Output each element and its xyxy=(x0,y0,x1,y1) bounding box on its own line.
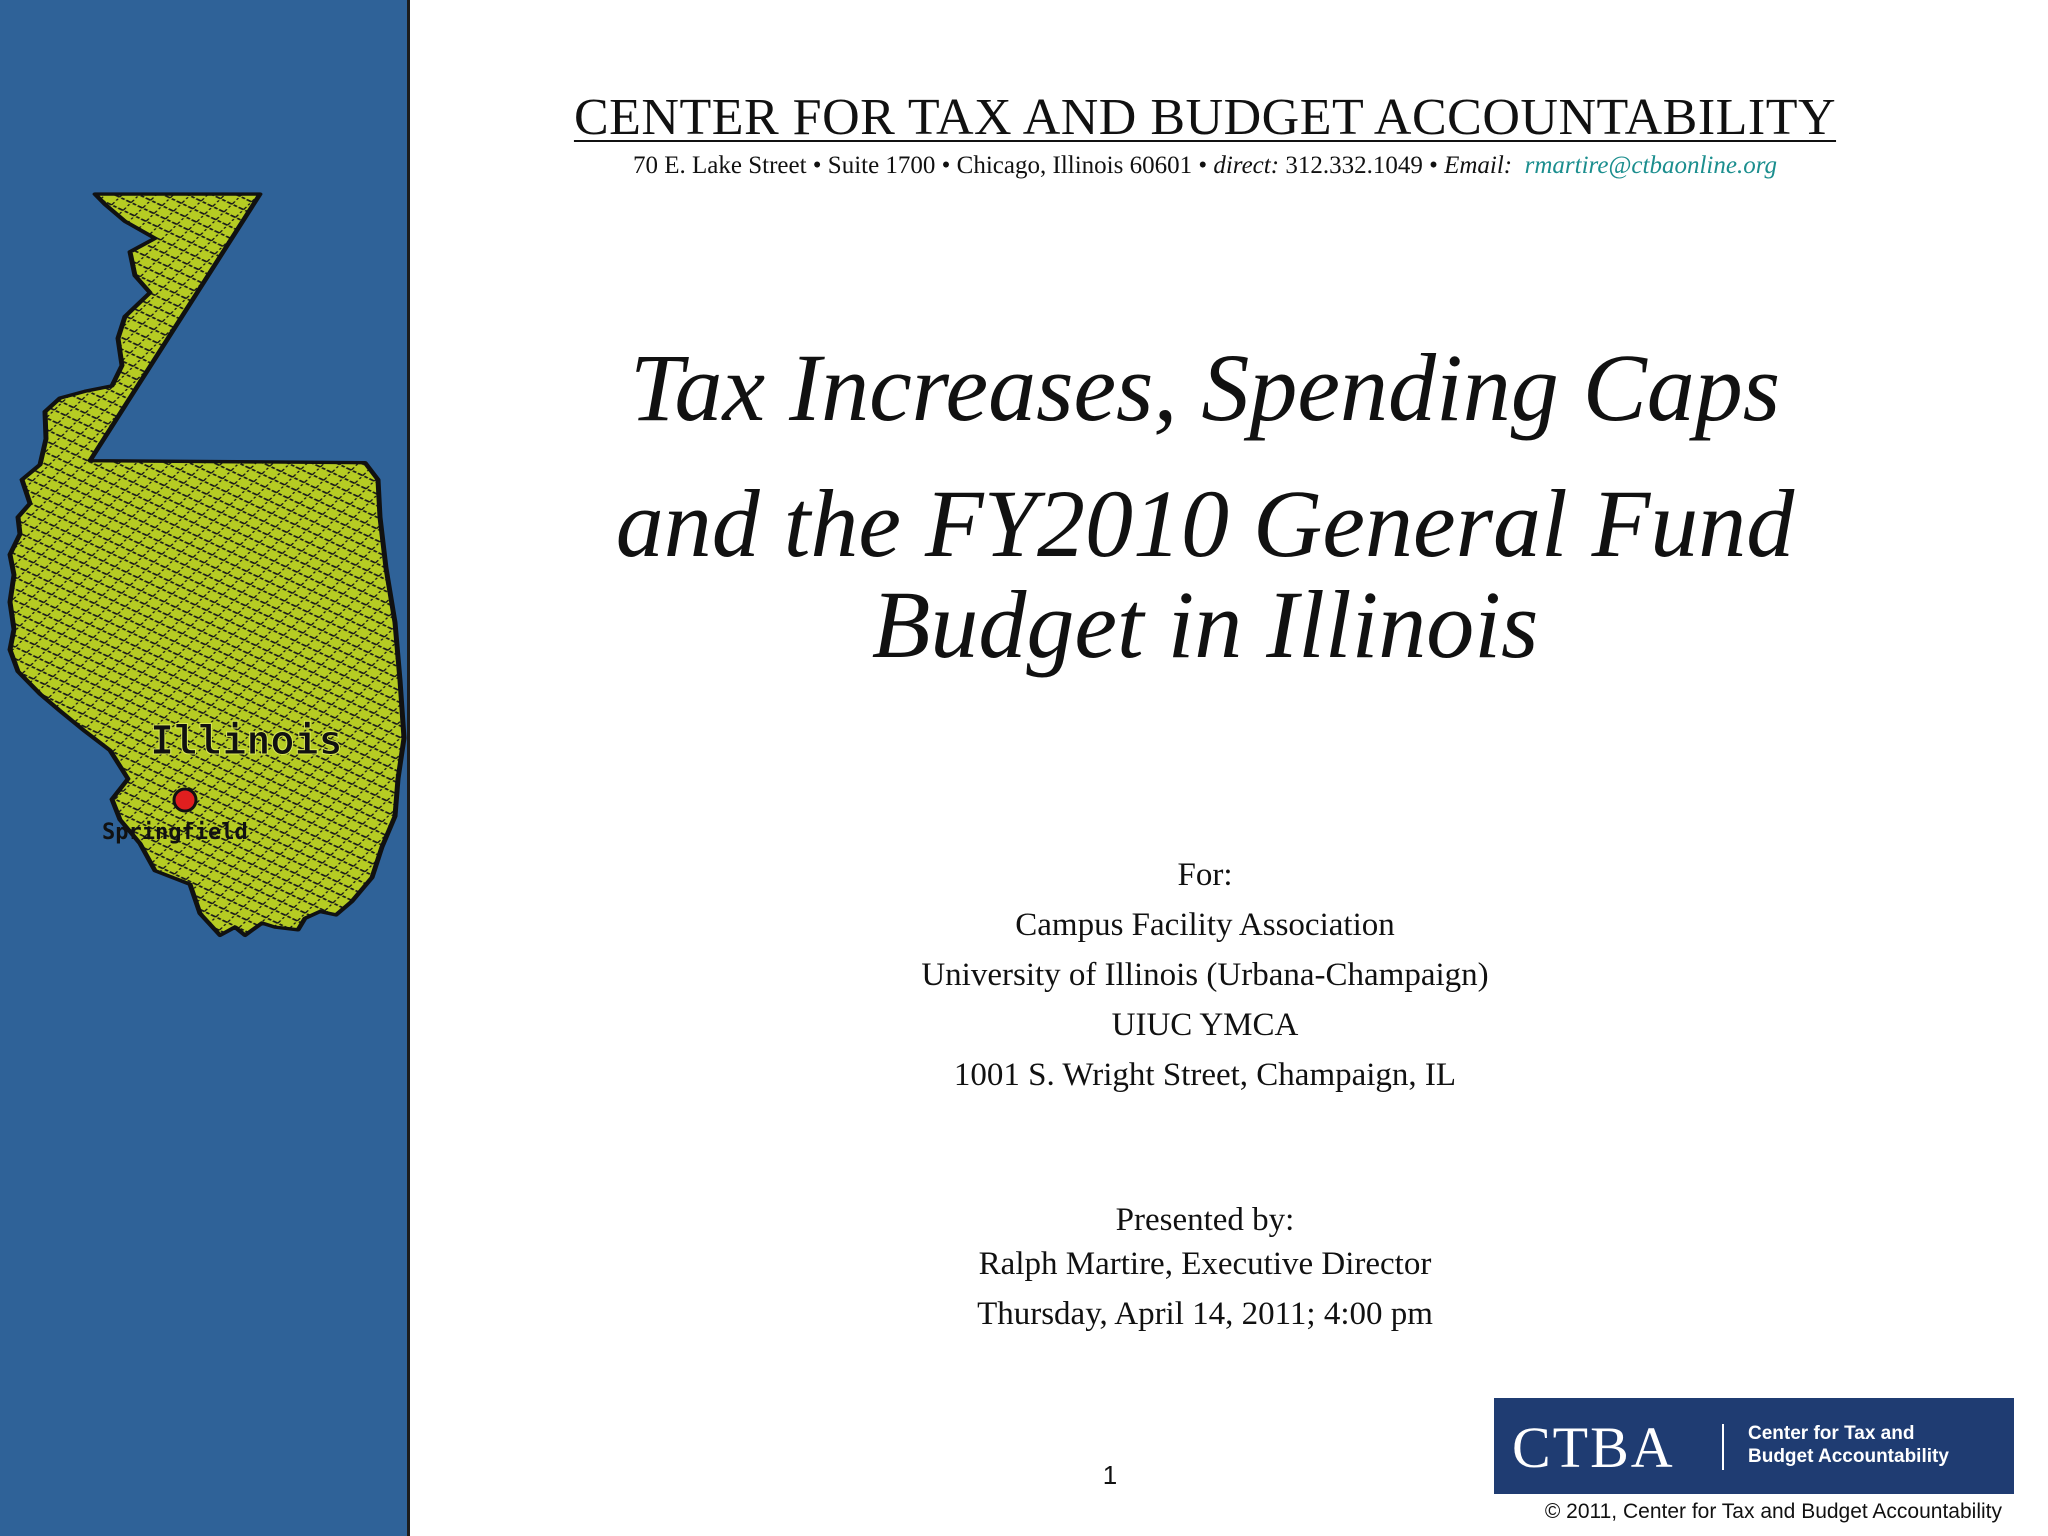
title-line-1: Tax Increases, Spending Caps xyxy=(629,334,1781,441)
audience-line: UIUC YMCA xyxy=(1111,1007,1299,1043)
illinois-state-shape xyxy=(7,192,407,937)
contact-line: 70 E. Lake Street • Suite 1700 • Chicago… xyxy=(480,150,1930,182)
audience-line: 1001 S. Wright Street, Champaign, IL xyxy=(953,1057,1457,1093)
for-label: For: xyxy=(1177,857,1233,893)
illinois-map-illustration: Illinois Springfield xyxy=(7,192,407,937)
email-link[interactable]: rmartire@ctbaonline.org xyxy=(1524,152,1778,179)
slide-title: Tax Increases, Spending Caps and the FY2… xyxy=(470,320,1940,680)
title-line-3: Budget in Illinois xyxy=(871,571,1539,678)
audience-line: Campus Facility Association xyxy=(1015,907,1395,943)
copyright-notice: © 2011, Center for Tax and Budget Accoun… xyxy=(1544,1500,2002,1523)
org-name: CENTER FOR TAX AND BUDGET ACCOUNTABILITY xyxy=(573,89,1837,146)
logo-text: Center for Tax and Budget Accountability xyxy=(1748,1422,1949,1468)
address-text: 70 E. Lake Street • Suite 1700 • Chicago… xyxy=(632,152,1214,179)
ctba-logo: CTBA Center for Tax and Budget Accountab… xyxy=(1494,1398,2014,1494)
email-label: Email: xyxy=(1444,152,1513,179)
letterhead: CENTER FOR TAX AND BUDGET ACCOUNTABILITY… xyxy=(480,88,1930,182)
audience-line: University of Illinois (Urbana-Champaign… xyxy=(921,957,1489,993)
direct-label: direct: xyxy=(1213,152,1280,179)
title-line-2: and the FY2010 General Fund xyxy=(615,470,1795,577)
presenter-name: Ralph Martire, Executive Director xyxy=(978,1246,1432,1282)
presentation-date: Thursday, April 14, 2011; 4:00 pm xyxy=(977,1296,1433,1332)
audience-block: For: Campus Facility Association Univers… xyxy=(700,850,1710,1100)
logo-line-1: Center for Tax and xyxy=(1748,1423,1915,1444)
springfield-marker xyxy=(172,787,198,813)
phone-text: 312.332.1049 • xyxy=(1279,152,1445,179)
logo-line-2: Budget Accountability xyxy=(1748,1446,1949,1467)
presenter-block: Presented by: Ralph Martire, Executive D… xyxy=(700,1198,1710,1336)
logo-abbreviation: CTBA xyxy=(1512,1415,1675,1480)
illinois-label: Illinois xyxy=(150,718,343,764)
springfield-label: Springfield xyxy=(102,820,248,845)
presented-by-label: Presented by: xyxy=(1115,1202,1295,1238)
logo-divider xyxy=(1722,1424,1724,1470)
page-number: 1 xyxy=(1102,1460,1118,1490)
